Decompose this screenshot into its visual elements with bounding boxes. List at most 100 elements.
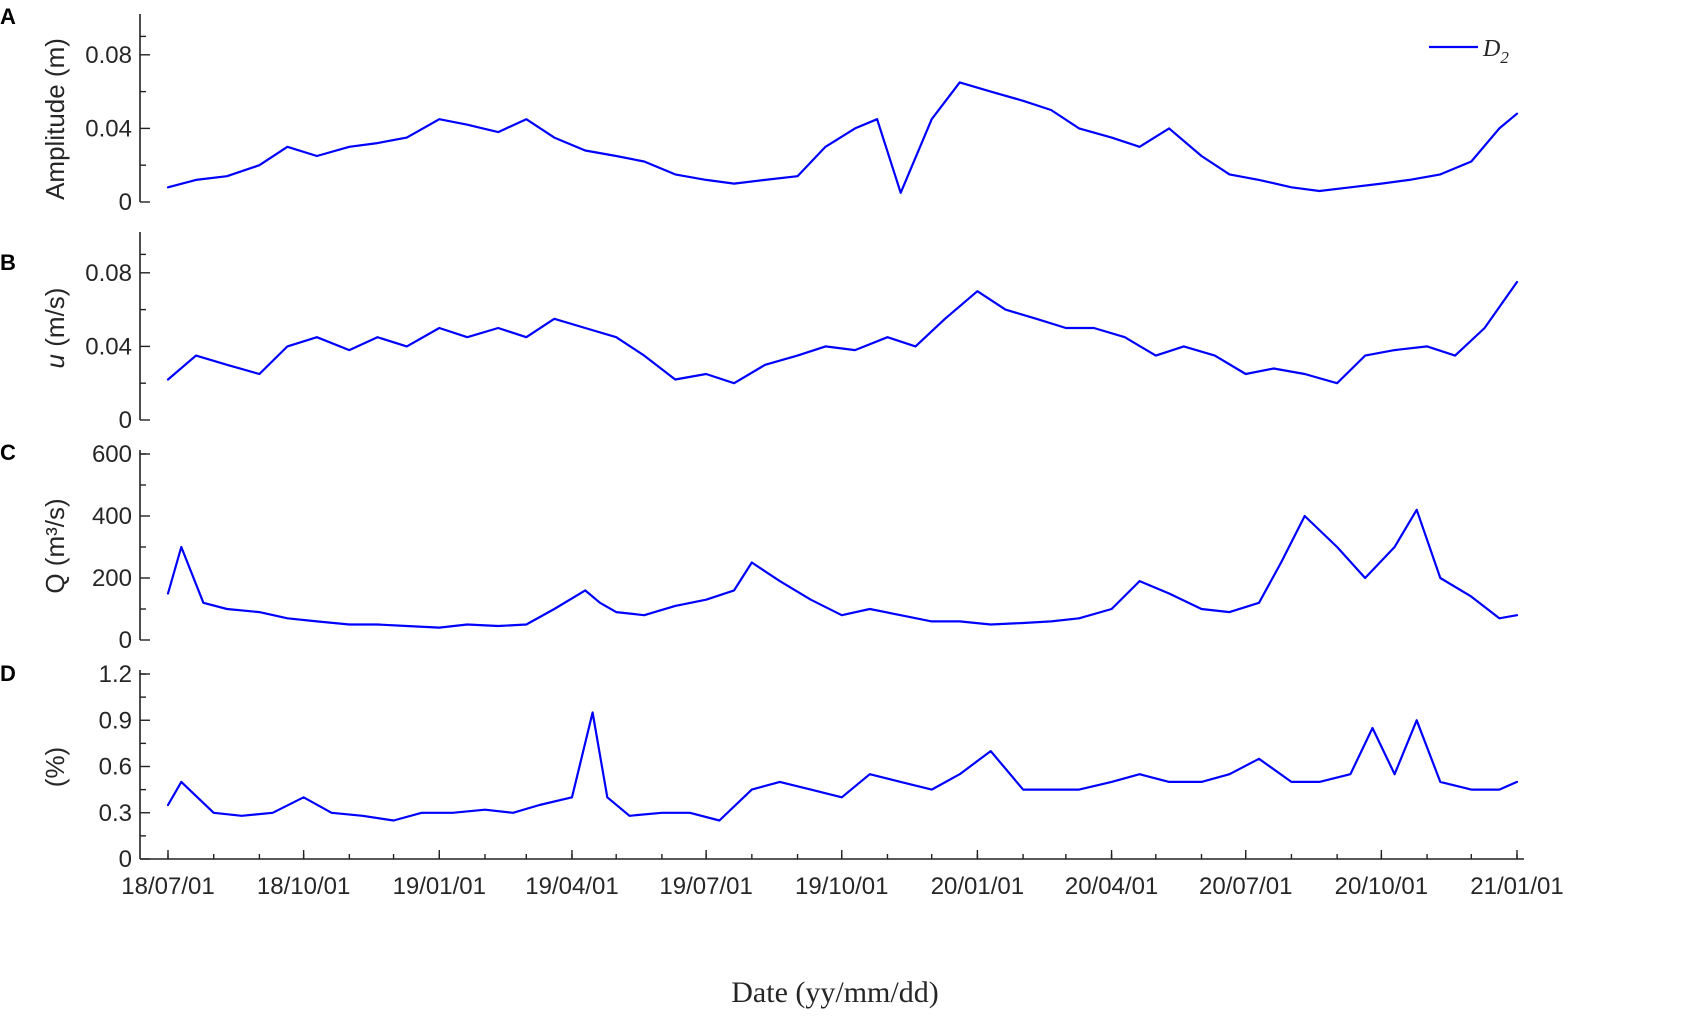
data-point [1168, 781, 1170, 783]
data-point [733, 382, 735, 385]
data-point [841, 614, 843, 616]
data-point [1516, 112, 1518, 115]
data-point [1258, 758, 1260, 760]
data-point [271, 812, 274, 814]
data-point [661, 812, 663, 814]
data-point [195, 179, 197, 181]
series-line-b [166, 280, 1519, 385]
data-point [167, 186, 169, 189]
data-point [316, 155, 318, 157]
data-point [538, 804, 541, 806]
data-point [1258, 602, 1260, 604]
data-point [751, 788, 753, 791]
data-point [1439, 173, 1442, 176]
data-point [1138, 580, 1141, 582]
data-point [1168, 592, 1170, 595]
data-point [1303, 373, 1306, 375]
data-point [1426, 345, 1428, 348]
data-point [1336, 546, 1338, 548]
data-point [1439, 781, 1442, 783]
x-tick-label: 18/10/01 [257, 873, 350, 900]
data-point [1280, 561, 1282, 564]
data-point [286, 617, 289, 620]
data-point [764, 364, 766, 366]
data-point [824, 345, 827, 348]
data-point [824, 146, 827, 148]
data-point [1200, 155, 1203, 157]
data-point [451, 812, 454, 814]
data-point [1364, 354, 1366, 357]
y-axis-label-d: (%) [40, 747, 70, 787]
data-point [420, 812, 423, 814]
panel-c: C Q (m³/s) 0 200 400 600 [0, 440, 1519, 654]
data-point [1516, 781, 1518, 783]
y-tick-label: 0.9 [99, 707, 132, 734]
axes-c: 0 200 400 600 [92, 441, 150, 654]
data-point [733, 589, 735, 592]
data-point [1470, 788, 1473, 791]
data-point [1138, 773, 1141, 775]
data-point [226, 608, 228, 610]
data-point [1318, 781, 1321, 783]
data-point [180, 781, 183, 783]
x-tick-label: 19/07/01 [659, 873, 752, 900]
data-point [810, 788, 812, 791]
data-point [1415, 509, 1418, 511]
x-tick-label: 18/07/01 [121, 873, 214, 900]
x-tick-label: 20/07/01 [1199, 873, 1292, 900]
data-point [1498, 127, 1501, 130]
data-point [1290, 781, 1293, 783]
data-point [886, 336, 889, 339]
y-tick-label: 0 [119, 846, 132, 873]
legend-label: D2 [1482, 36, 1509, 67]
data-point [854, 349, 856, 351]
data-point [841, 796, 843, 799]
data-point [899, 192, 902, 194]
data-point [1393, 546, 1396, 548]
data-point [1183, 345, 1185, 348]
data-point [718, 819, 721, 822]
panel-letter-d: D [0, 661, 16, 686]
data-point [899, 614, 902, 616]
data-point [1415, 719, 1418, 722]
data-point [226, 364, 228, 366]
data-point [1228, 173, 1231, 176]
data-point [1244, 373, 1247, 375]
y-tick-label: 600 [92, 441, 132, 468]
data-point [195, 354, 197, 357]
data-point [1393, 349, 1396, 351]
data-point [1290, 186, 1293, 189]
data-point [944, 318, 946, 320]
x-axis: 18/07/01 18/10/01 19/01/01 19/04/01 19/07/01… [121, 850, 1564, 900]
data-point [1078, 127, 1080, 130]
x-tick-label: 21/01/01 [1470, 873, 1563, 900]
data-point [553, 136, 556, 139]
data-point [689, 812, 691, 814]
data-point [1516, 614, 1518, 616]
data-point [1214, 354, 1216, 357]
data-point [1050, 109, 1052, 111]
data-point [512, 812, 514, 814]
data-point [376, 142, 379, 144]
data-point [240, 815, 243, 817]
data-point [796, 175, 799, 177]
y-tick-label: 0.08 [85, 260, 132, 287]
data-point [497, 131, 500, 133]
y-tick-label: 400 [92, 503, 132, 530]
data-point [1393, 773, 1396, 775]
data-point [1470, 160, 1473, 163]
data-point [643, 160, 645, 163]
data-point [584, 149, 586, 152]
data-point [406, 625, 408, 627]
data-point [854, 127, 856, 130]
axes-b: 0 0.04 0.08 [85, 232, 150, 434]
data-point [571, 796, 573, 799]
data-point [167, 378, 169, 381]
y-axis-label-b: u (m/s) [40, 288, 70, 369]
data-point [466, 623, 469, 626]
data-point [705, 179, 707, 181]
data-point [733, 182, 735, 185]
x-tick-label: 19/01/01 [393, 873, 486, 900]
data-point [989, 90, 992, 93]
panel-letter-c: C [0, 440, 16, 465]
